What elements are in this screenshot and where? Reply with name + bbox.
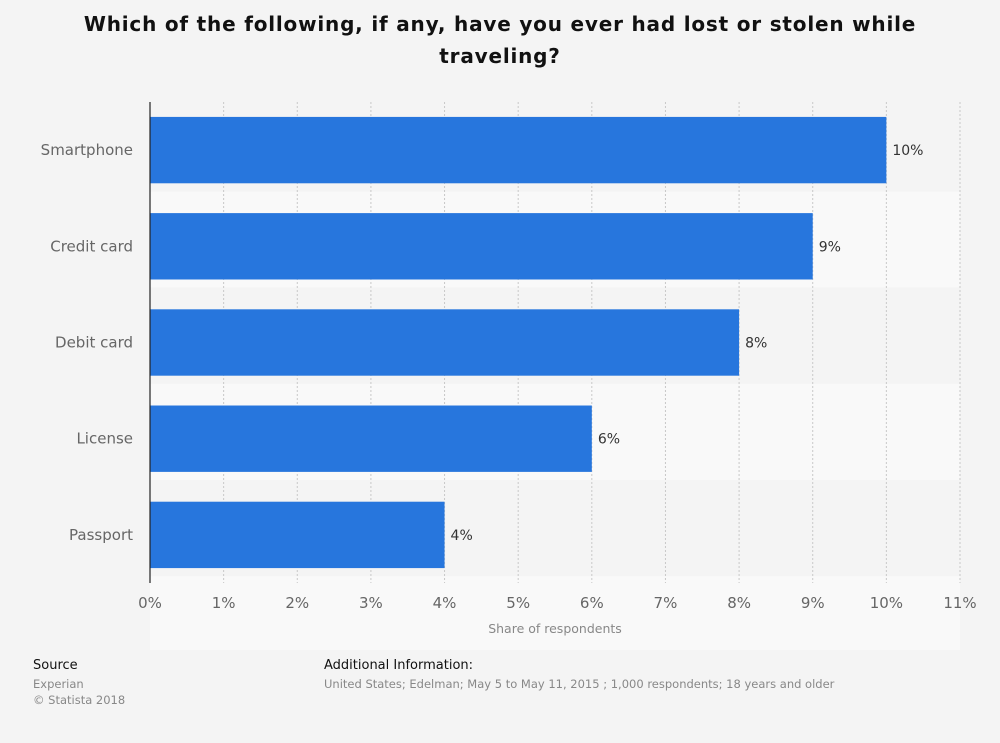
- additional-info-block: Additional Information: United States; E…: [324, 658, 834, 692]
- bar-value-label: 4%: [451, 528, 473, 544]
- category-label: Credit card: [50, 237, 133, 255]
- category-label: Passport: [69, 526, 133, 544]
- bar-chart: 10% Smartphone 9% Credit card 8% Debit card 6%…: [40, 102, 977, 650]
- category-label: Debit card: [55, 334, 133, 352]
- plot-band: [150, 576, 960, 650]
- source-heading: Source: [33, 658, 78, 673]
- x-tick-label: 7%: [654, 594, 678, 612]
- source-line-1: Experian: [33, 677, 84, 691]
- x-tick-label: 0%: [138, 594, 162, 612]
- bar: [150, 309, 740, 376]
- bar-value-label: 10%: [892, 143, 923, 159]
- x-tick-label: 8%: [727, 594, 751, 612]
- x-tick-label: 2%: [285, 594, 309, 612]
- bar: [150, 501, 445, 569]
- x-tick-label: 11%: [943, 594, 976, 612]
- x-tick-label: 3%: [359, 594, 383, 612]
- x-tick-label: 10%: [870, 594, 903, 612]
- x-tick-label: 4%: [433, 594, 457, 612]
- bar: [150, 116, 887, 184]
- bar-value-label: 8%: [745, 336, 767, 352]
- bar-value-label: 9%: [819, 239, 841, 255]
- category-label: Smartphone: [41, 141, 133, 159]
- source-block: Source Experian © Statista 2018: [33, 658, 125, 708]
- category-label: License: [76, 430, 133, 448]
- x-tick-label: 1%: [212, 594, 236, 612]
- bar: [150, 405, 592, 472]
- source-line-2: © Statista 2018: [33, 693, 126, 707]
- x-axis-label: Share of respondents: [488, 621, 622, 636]
- chart-title: Which of the following, if any, have you…: [83, 12, 917, 68]
- additional-info-heading: Additional Information:: [324, 658, 474, 673]
- x-tick-label: 6%: [580, 594, 604, 612]
- additional-info-text: United States; Edelman; May 5 to May 11,…: [324, 677, 835, 691]
- x-tick-label: 9%: [801, 594, 825, 612]
- bar-value-label: 6%: [598, 432, 620, 448]
- x-tick-label: 5%: [506, 594, 530, 612]
- bar: [150, 213, 813, 280]
